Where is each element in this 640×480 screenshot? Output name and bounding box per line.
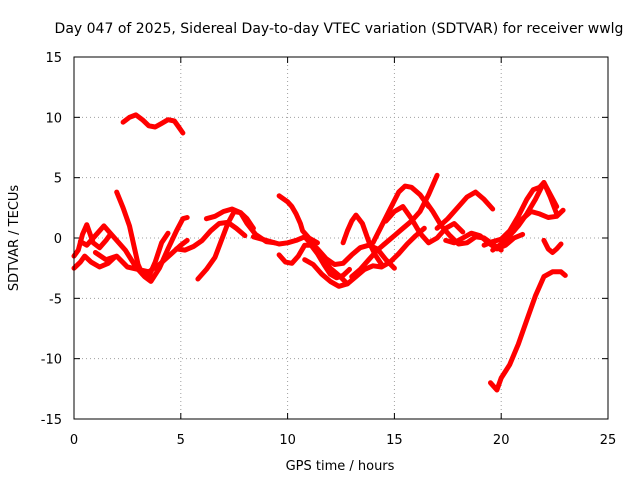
grid-lines: [74, 57, 608, 419]
series-arc14: [302, 225, 427, 289]
y-tick-label: 5: [54, 172, 62, 187]
x-tick-label: 10: [279, 433, 296, 448]
y-tick-label: -5: [49, 292, 62, 307]
x-tick-label: 15: [386, 433, 403, 448]
y-tick-label: -15: [41, 413, 62, 428]
series-arc2: [71, 222, 113, 259]
data-series-group: [71, 112, 568, 393]
x-tick-label: 25: [600, 433, 617, 448]
y-axis-ticks: -15 -10 -5 0 5 10 15: [41, 51, 608, 428]
plot-frame: [73, 56, 609, 420]
y-axis-label: SDTVAR / TECUs: [7, 185, 22, 292]
series-arc5: [120, 112, 186, 136]
x-axis-label: GPS time / hours: [286, 459, 395, 474]
x-axis-ticks: 0 5 10 15 20 25: [70, 57, 616, 448]
x-tick-label: 20: [493, 433, 510, 448]
y-tick-label: 15: [45, 51, 62, 66]
y-tick-label: 10: [45, 111, 62, 126]
series-arc8: [174, 219, 248, 253]
series-arc1: [71, 253, 118, 271]
series-arc12: [276, 193, 320, 246]
x-tick-label: 0: [70, 433, 78, 448]
y-tick-label: 0: [54, 232, 62, 247]
series-arc9: [203, 206, 256, 231]
series-arc21: [443, 230, 526, 252]
x-tick-label: 5: [177, 433, 185, 448]
series-arc19: [434, 189, 496, 231]
series-arc11: [276, 242, 352, 281]
series-arc26: [488, 269, 568, 393]
series-arc23: [481, 180, 560, 248]
series-arc10: [250, 234, 350, 287]
series-arc24: [503, 207, 566, 241]
y-tick-label: -10: [41, 353, 62, 368]
chart-title: Day 047 of 2025, Sidereal Day-to-day VTE…: [55, 21, 624, 37]
series-arc13: [306, 237, 397, 271]
series-arc16: [349, 172, 440, 280]
series-arc17: [370, 183, 432, 246]
series-arc25: [541, 237, 564, 255]
series-arc18: [383, 204, 466, 246]
series-arc7: [195, 209, 278, 282]
